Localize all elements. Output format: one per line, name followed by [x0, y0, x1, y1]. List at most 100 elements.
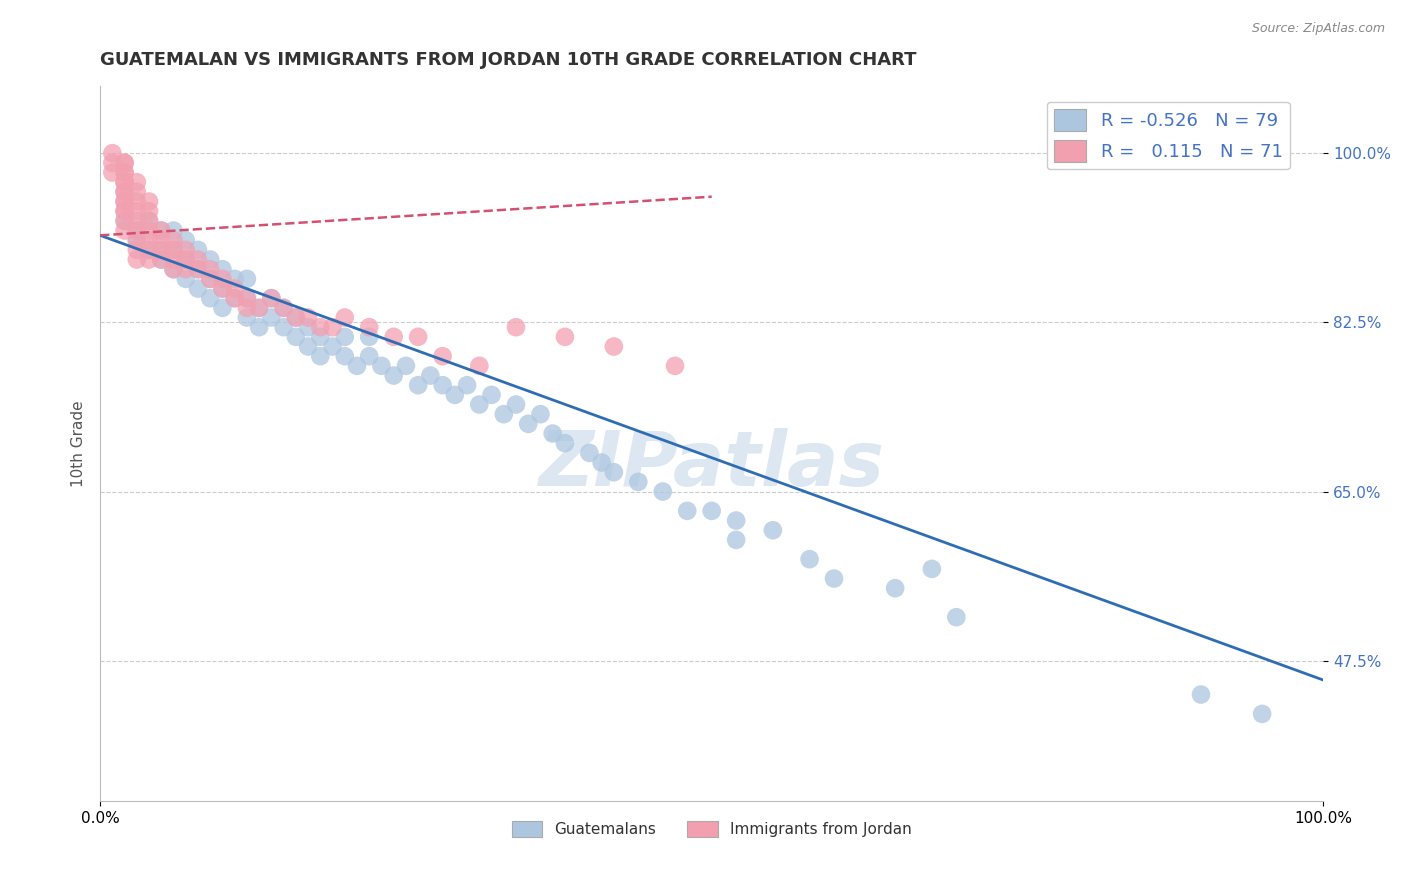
Point — [162, 252, 184, 267]
Point — [260, 291, 283, 305]
Point — [162, 223, 184, 237]
Point — [247, 320, 270, 334]
Point — [162, 233, 184, 247]
Point — [309, 349, 332, 363]
Point — [406, 330, 429, 344]
Point — [200, 291, 222, 305]
Point — [200, 252, 222, 267]
Point — [236, 272, 259, 286]
Point — [114, 185, 136, 199]
Point — [554, 330, 576, 344]
Point — [150, 243, 173, 257]
Point — [406, 378, 429, 392]
Point — [200, 272, 222, 286]
Point — [224, 281, 246, 295]
Point — [481, 388, 503, 402]
Point — [187, 252, 209, 267]
Point — [700, 504, 723, 518]
Point — [884, 581, 907, 595]
Text: Source: ZipAtlas.com: Source: ZipAtlas.com — [1251, 22, 1385, 36]
Point — [1189, 688, 1212, 702]
Point — [603, 465, 626, 479]
Point — [101, 156, 124, 170]
Point — [150, 223, 173, 237]
Point — [114, 214, 136, 228]
Point — [359, 320, 381, 334]
Point — [322, 320, 344, 334]
Point — [1251, 706, 1274, 721]
Point — [725, 514, 748, 528]
Point — [138, 204, 160, 219]
Point — [322, 339, 344, 353]
Point — [138, 214, 160, 228]
Point — [150, 252, 173, 267]
Point — [284, 310, 307, 325]
Point — [114, 185, 136, 199]
Legend: Guatemalans, Immigrants from Jordan: Guatemalans, Immigrants from Jordan — [506, 815, 918, 843]
Point — [762, 523, 785, 537]
Point — [114, 223, 136, 237]
Point — [150, 252, 173, 267]
Point — [125, 214, 148, 228]
Point — [627, 475, 650, 489]
Point — [114, 194, 136, 209]
Point — [125, 204, 148, 219]
Point — [468, 398, 491, 412]
Point — [114, 194, 136, 209]
Point — [529, 407, 551, 421]
Point — [138, 194, 160, 209]
Point — [236, 310, 259, 325]
Point — [382, 330, 405, 344]
Point — [211, 262, 233, 277]
Point — [174, 252, 197, 267]
Point — [309, 330, 332, 344]
Point — [174, 272, 197, 286]
Point — [284, 310, 307, 325]
Point — [370, 359, 392, 373]
Point — [432, 349, 454, 363]
Point — [676, 504, 699, 518]
Point — [162, 243, 184, 257]
Point — [114, 175, 136, 189]
Point — [174, 262, 197, 277]
Point — [432, 378, 454, 392]
Point — [359, 349, 381, 363]
Point — [114, 165, 136, 179]
Point — [187, 243, 209, 257]
Point — [603, 339, 626, 353]
Point — [651, 484, 673, 499]
Point — [125, 175, 148, 189]
Point — [114, 204, 136, 219]
Point — [211, 272, 233, 286]
Point — [260, 291, 283, 305]
Point — [200, 272, 222, 286]
Point — [114, 175, 136, 189]
Point — [359, 330, 381, 344]
Point — [162, 262, 184, 277]
Point — [247, 301, 270, 315]
Point — [297, 339, 319, 353]
Point — [162, 262, 184, 277]
Point — [125, 243, 148, 257]
Point — [187, 262, 209, 277]
Point — [541, 426, 564, 441]
Point — [224, 291, 246, 305]
Point — [456, 378, 478, 392]
Text: ZIPatlas: ZIPatlas — [538, 427, 884, 501]
Point — [236, 291, 259, 305]
Point — [284, 330, 307, 344]
Point — [273, 320, 295, 334]
Point — [578, 446, 600, 460]
Point — [125, 252, 148, 267]
Point — [211, 281, 233, 295]
Point — [517, 417, 540, 431]
Point — [101, 165, 124, 179]
Point — [150, 243, 173, 257]
Point — [505, 398, 527, 412]
Point — [187, 281, 209, 295]
Point — [211, 281, 233, 295]
Point — [224, 272, 246, 286]
Point — [554, 436, 576, 450]
Point — [125, 194, 148, 209]
Point — [174, 243, 197, 257]
